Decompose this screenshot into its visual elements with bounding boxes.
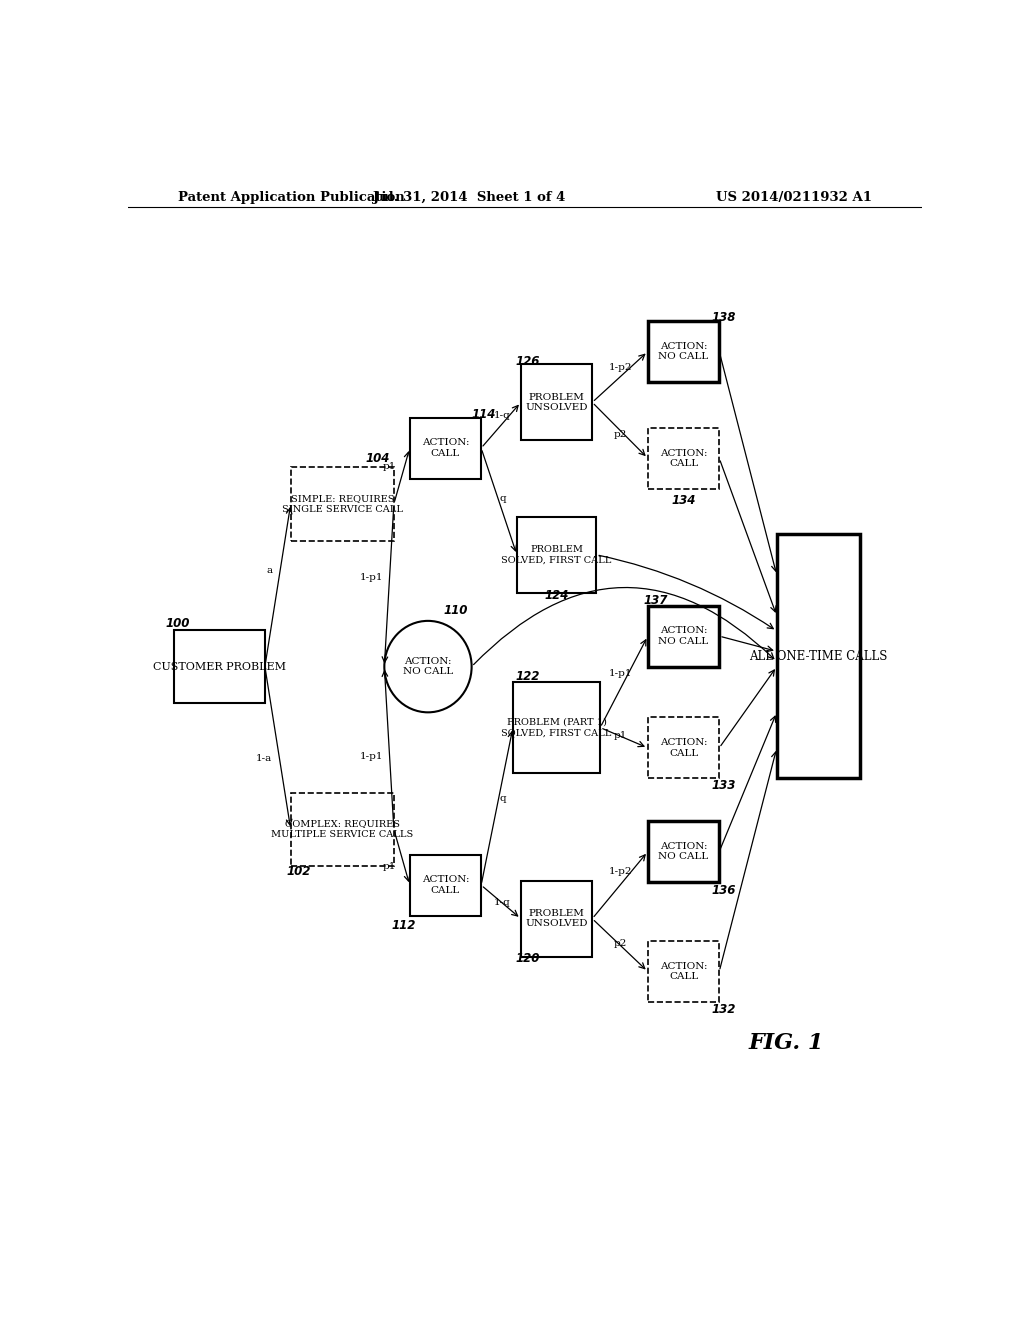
Text: 110: 110 [443,605,468,618]
Text: 104: 104 [366,451,390,465]
Text: Patent Application Publication: Patent Application Publication [178,190,404,203]
Text: CUSTOMER PROBLEM: CUSTOMER PROBLEM [153,661,286,672]
Text: q: q [500,795,506,804]
Bar [517,516,596,593]
Text: ACTION:
NO CALL: ACTION: NO CALL [658,842,709,861]
Text: 112: 112 [392,919,417,932]
Text: 138: 138 [711,312,735,325]
Text: US 2014/0211932 A1: US 2014/0211932 A1 [716,190,871,203]
Text: 136: 136 [711,883,735,896]
Text: 132: 132 [711,1003,735,1015]
Bar [410,417,481,479]
Text: p2: p2 [613,430,627,440]
Bar [648,821,719,882]
Text: 1-p1: 1-p1 [608,669,632,678]
Text: ACTION:
CALL: ACTION: CALL [422,875,469,895]
Bar [291,467,394,541]
Bar [648,718,719,779]
Text: ACTION:
CALL: ACTION: CALL [422,438,469,458]
Text: q: q [500,495,506,503]
Bar [777,535,860,779]
Text: p1: p1 [383,462,396,471]
Text: ACTION:
NO CALL: ACTION: NO CALL [402,657,453,676]
Text: ACTION:
CALL: ACTION: CALL [659,449,708,467]
Text: a: a [266,565,272,574]
Text: 100: 100 [166,618,190,631]
Text: 1-p1: 1-p1 [360,573,384,582]
Text: 1-q: 1-q [495,898,511,907]
Text: FIG. 1: FIG. 1 [749,1032,824,1053]
Bar [410,854,481,916]
Text: 120: 120 [516,952,541,965]
Text: ACTION:
CALL: ACTION: CALL [659,738,708,758]
Bar [648,941,719,1002]
Text: PROBLEM (PART 1)
SOLVED, FIRST CALL: PROBLEM (PART 1) SOLVED, FIRST CALL [502,718,611,738]
Bar [513,682,600,774]
Bar [521,364,592,441]
Text: COMPLEX: REQUIRES
MULTIPLE SERVICE CALLS: COMPLEX: REQUIRES MULTIPLE SERVICE CALLS [271,820,414,840]
Text: SIMPLE: REQUIRES
SINGLE SERVICE CALL: SIMPLE: REQUIRES SINGLE SERVICE CALL [282,494,402,513]
Text: 114: 114 [471,408,496,421]
Text: PROBLEM
UNSOLVED: PROBLEM UNSOLVED [525,909,588,928]
Text: 122: 122 [516,671,541,684]
Text: p1: p1 [383,862,396,871]
Bar [648,321,719,381]
Text: ACTION:
NO CALL: ACTION: NO CALL [658,627,709,645]
Text: p2: p2 [613,939,627,948]
Text: 1-p2: 1-p2 [608,363,632,372]
Text: 124: 124 [545,589,568,602]
Bar [291,792,394,866]
Text: 1-p1: 1-p1 [360,751,384,760]
Text: PROBLEM
UNSOLVED: PROBLEM UNSOLVED [525,392,588,412]
Text: 133: 133 [711,779,735,792]
Text: ACTION:
CALL: ACTION: CALL [659,962,708,981]
Text: 1-q: 1-q [495,411,511,420]
Bar [648,606,719,667]
Text: 102: 102 [287,866,311,878]
Text: PROBLEM
SOLVED, FIRST CALL: PROBLEM SOLVED, FIRST CALL [502,545,611,565]
Text: 1-p2: 1-p2 [608,867,632,876]
Text: ALL ONE-TIME CALLS: ALL ONE-TIME CALLS [750,649,888,663]
Text: 1-a: 1-a [256,754,272,763]
Text: p1: p1 [613,731,627,741]
Text: 126: 126 [516,355,541,368]
Bar [648,428,719,488]
Bar [174,630,265,704]
Text: 137: 137 [643,594,668,607]
Bar [521,880,592,957]
Text: 134: 134 [672,495,695,507]
Text: ACTION:
NO CALL: ACTION: NO CALL [658,342,709,362]
Text: Jul. 31, 2014  Sheet 1 of 4: Jul. 31, 2014 Sheet 1 of 4 [373,190,565,203]
